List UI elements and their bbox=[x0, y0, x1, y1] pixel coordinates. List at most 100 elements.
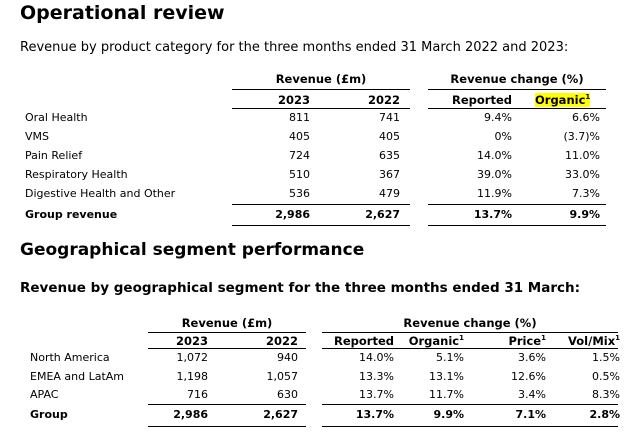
table1-total-rule-revenue bbox=[232, 204, 410, 205]
row-label: Respiratory Health bbox=[25, 168, 128, 181]
table2-header-organic-footnote: 1 bbox=[459, 334, 464, 343]
table2-header-price: Price1 bbox=[490, 334, 546, 348]
cell-2023: 1,072 bbox=[176, 351, 209, 364]
cell-2022: 367 bbox=[379, 168, 400, 181]
table2-header-volmix: Vol/Mix1 bbox=[554, 334, 620, 348]
table2-header-rule-years bbox=[148, 348, 306, 349]
table2-header-change: Revenue change (%) bbox=[403, 316, 537, 330]
table1-header-2022: 2022 bbox=[367, 93, 400, 107]
cell-organic: 9.9% bbox=[569, 208, 600, 221]
row-label: VMS bbox=[25, 130, 49, 143]
cell-volmix: 0.5% bbox=[592, 370, 620, 383]
cell-organic: 9.9% bbox=[433, 408, 464, 421]
cell-2022: 741 bbox=[379, 111, 400, 124]
cell-price: 3.4% bbox=[518, 388, 546, 401]
table2-header-2022: 2022 bbox=[265, 334, 298, 348]
table2-header-price-label: Price bbox=[508, 334, 542, 348]
section-title-geographical: Geographical segment performance bbox=[20, 240, 365, 260]
cell-reported: 13.3% bbox=[359, 370, 394, 383]
table2-header-volmix-label: Vol/Mix bbox=[568, 334, 616, 348]
cell-organic: (3.7)% bbox=[563, 130, 600, 143]
cell-organic: 11.0% bbox=[565, 149, 600, 162]
cell-reported: 14.0% bbox=[359, 351, 394, 364]
table1-header-rule-revenue bbox=[232, 89, 410, 90]
cell-2023: 811 bbox=[289, 111, 310, 124]
table1-header-rule-change bbox=[428, 89, 606, 90]
cell-2023: 510 bbox=[289, 168, 310, 181]
row-label: Group bbox=[30, 408, 68, 421]
cell-reported: 11.9% bbox=[477, 187, 512, 200]
section1-subtitle: Revenue by product category for the thre… bbox=[20, 40, 569, 55]
cell-2023: 2,986 bbox=[173, 408, 208, 421]
cell-volmix: 8.3% bbox=[592, 388, 620, 401]
cell-organic: 7.3% bbox=[572, 187, 600, 200]
cell-2023: 716 bbox=[187, 388, 208, 401]
cell-price: 12.6% bbox=[511, 370, 546, 383]
cell-reported: 0% bbox=[494, 130, 512, 143]
row-label: EMEA and LatAm bbox=[30, 370, 125, 383]
table2-total-rule-change bbox=[322, 404, 618, 405]
cell-2023: 536 bbox=[289, 187, 310, 200]
table2-header-organic-label: Organic bbox=[408, 334, 460, 348]
row-label: Pain Relief bbox=[25, 149, 83, 162]
table1-header-rule-years bbox=[232, 108, 410, 109]
table1-header-organic-label: Organic bbox=[535, 93, 586, 107]
cell-reported: 13.7% bbox=[355, 408, 394, 421]
cell-2022: 940 bbox=[277, 351, 298, 364]
cell-organic: 33.0% bbox=[565, 168, 600, 181]
cell-organic: 5.1% bbox=[436, 351, 464, 364]
table2-header-rule-measures bbox=[322, 348, 618, 349]
cell-price: 7.1% bbox=[515, 408, 546, 421]
table2-total-rule-revenue bbox=[148, 404, 306, 405]
table2-header-rule-change bbox=[322, 332, 618, 333]
section2-subtitle: Revenue by geographical segment for the … bbox=[20, 280, 581, 296]
cell-reported: 13.7% bbox=[473, 208, 512, 221]
table2-header-organic: Organic1 bbox=[398, 334, 464, 348]
cell-2023: 405 bbox=[289, 130, 310, 143]
cell-2023: 1,198 bbox=[176, 370, 209, 383]
cell-reported: 9.4% bbox=[484, 111, 512, 124]
table2-header-rule-revenue bbox=[148, 332, 306, 333]
table1-header-reported: Reported bbox=[452, 93, 512, 107]
cell-2022: 1,057 bbox=[266, 370, 299, 383]
cell-organic: 13.1% bbox=[429, 370, 464, 383]
table1-bottom-rule-revenue bbox=[232, 225, 410, 226]
row-label: North America bbox=[30, 351, 110, 364]
cell-2022: 630 bbox=[277, 388, 298, 401]
cell-2022: 2,627 bbox=[263, 408, 298, 421]
cell-organic: 11.7% bbox=[429, 388, 464, 401]
table1-header-2023: 2023 bbox=[277, 93, 310, 107]
table2-header-2023: 2023 bbox=[175, 334, 208, 348]
row-label: Group revenue bbox=[25, 208, 118, 221]
table2-bottom-rule-change bbox=[322, 426, 618, 427]
row-label: APAC bbox=[30, 388, 59, 401]
table2-header-reported: Reported bbox=[334, 334, 394, 348]
section-title-operational-review: Operational review bbox=[20, 2, 225, 24]
table1-header-rule-measures bbox=[428, 108, 606, 109]
row-label: Oral Health bbox=[25, 111, 88, 124]
table1-header-organic-footnote: 1 bbox=[585, 93, 591, 102]
cell-organic: 6.6% bbox=[572, 111, 600, 124]
cell-price: 3.6% bbox=[518, 351, 546, 364]
table1-header-change: Revenue change (%) bbox=[450, 72, 584, 86]
table2-header-price-footnote: 1 bbox=[541, 334, 546, 343]
cell-2022: 2,627 bbox=[365, 208, 400, 221]
cell-2023: 724 bbox=[289, 149, 310, 162]
cell-reported: 39.0% bbox=[477, 168, 512, 181]
cell-volmix: 1.5% bbox=[592, 351, 620, 364]
cell-2023: 2,986 bbox=[275, 208, 310, 221]
table1-header-revenue: Revenue (£m) bbox=[275, 72, 367, 86]
table1-header-organic: Organic1 bbox=[535, 93, 591, 107]
cell-reported: 14.0% bbox=[477, 149, 512, 162]
cell-2022: 635 bbox=[379, 149, 400, 162]
cell-2022: 405 bbox=[379, 130, 400, 143]
table2-header-revenue: Revenue (£m) bbox=[181, 316, 273, 330]
table1-total-rule-change bbox=[428, 204, 606, 205]
row-label: Digestive Health and Other bbox=[25, 187, 176, 200]
cell-volmix: 2.8% bbox=[589, 408, 620, 421]
table2-bottom-rule-revenue bbox=[148, 426, 306, 427]
table2-header-volmix-footnote: 1 bbox=[615, 334, 620, 343]
cell-reported: 13.7% bbox=[359, 388, 394, 401]
cell-2022: 479 bbox=[379, 187, 400, 200]
table1-bottom-rule-change bbox=[428, 225, 606, 226]
